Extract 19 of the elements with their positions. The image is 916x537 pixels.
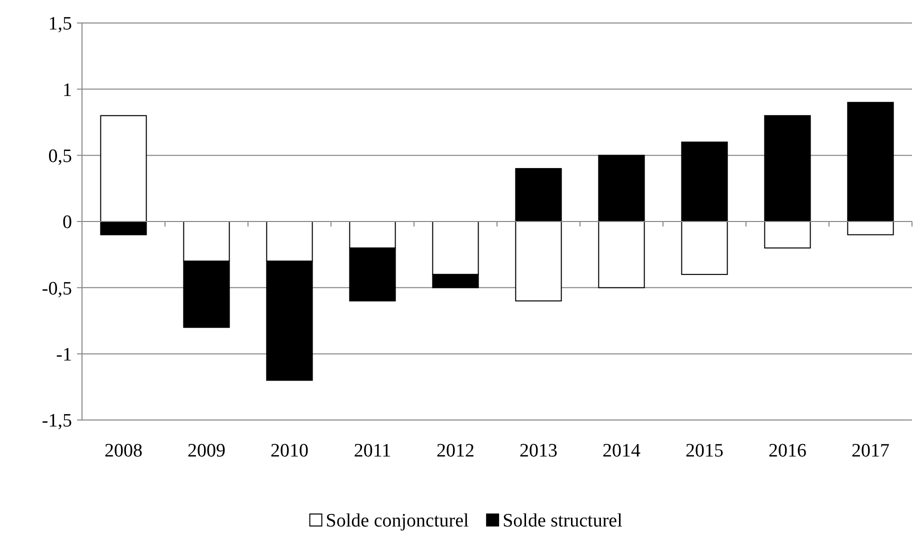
legend-label: Solde structurel: [502, 510, 622, 532]
y-tick-label: -0,5: [42, 278, 72, 300]
y-tick-label: -1,5: [42, 410, 72, 432]
x-tick-label: 2014: [602, 440, 641, 462]
x-tick-label: 2013: [520, 440, 558, 462]
x-tick-label: 2017: [852, 440, 890, 462]
x-tick-label: 2009: [188, 440, 226, 462]
x-tick-label: 2008: [104, 440, 142, 462]
x-tick-label: 2010: [270, 440, 308, 462]
x-tick-label: 2016: [768, 440, 806, 462]
y-tick-label: -1: [56, 344, 72, 366]
y-tick-label: 0: [62, 212, 72, 234]
y-tick-label: 0,5: [48, 146, 72, 167]
x-tick-label: 2015: [686, 440, 724, 462]
y-tick-label: 1: [62, 80, 72, 101]
y-tick-label: 1,5: [48, 14, 72, 35]
x-tick-label: 2012: [436, 440, 474, 462]
x-tick-label: 2011: [354, 440, 392, 462]
legend-label: Solde conjoncturel: [326, 510, 469, 532]
